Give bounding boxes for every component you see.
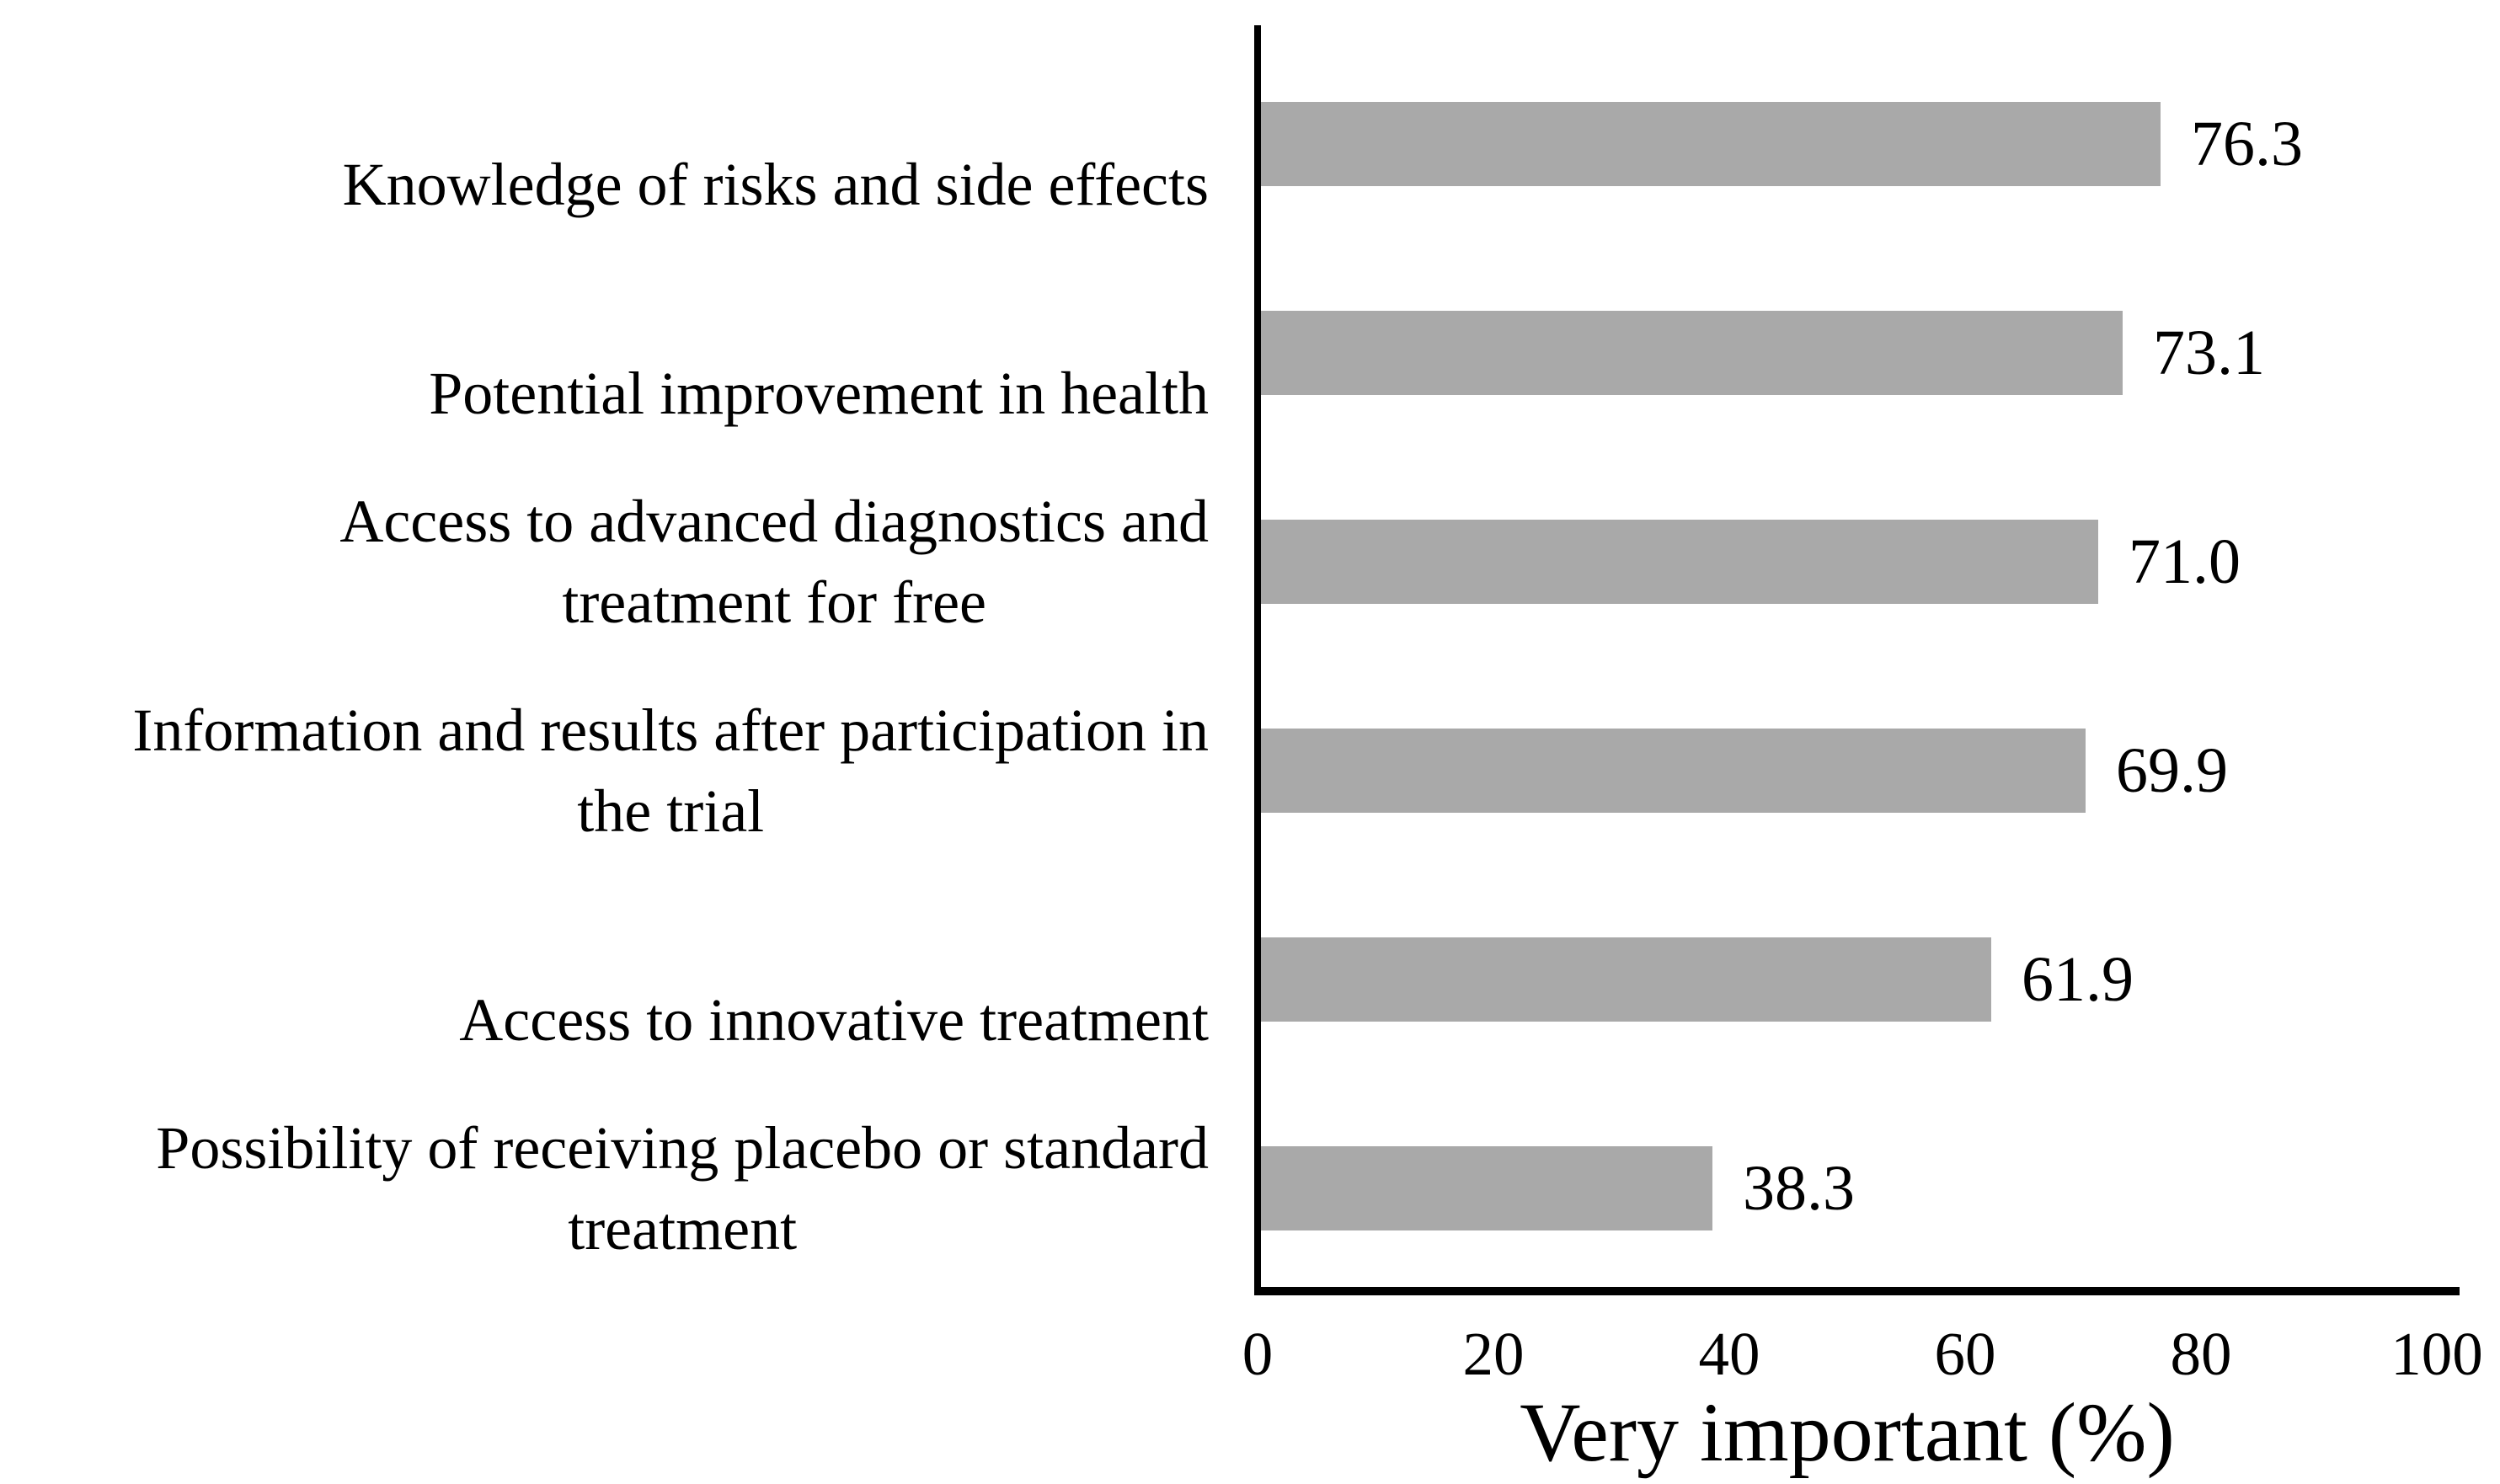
category-label: Access to advanced diagnostics and treat… xyxy=(339,488,1209,636)
bar xyxy=(1261,937,1991,1022)
x-tick-label: 80 xyxy=(2170,1320,2232,1388)
bar-value-label: 76.3 xyxy=(2191,109,2303,179)
x-tick-label: 0 xyxy=(1242,1320,1274,1388)
x-axis-title: Very important (%) xyxy=(1520,1385,2175,1479)
bar-row: 73.1 xyxy=(1261,311,2265,395)
bar-value-label: 71.0 xyxy=(2129,526,2241,597)
bar-value-label: 38.3 xyxy=(1743,1153,1855,1224)
x-axis-line xyxy=(1254,1287,2460,1295)
bar xyxy=(1261,520,2098,604)
category-label: Potential improvement in health xyxy=(429,360,1209,427)
bar xyxy=(1261,102,2161,186)
category-label: Access to innovative treatment xyxy=(459,986,1209,1054)
category-label: Possibility of receiving placebo or stan… xyxy=(156,1114,1209,1262)
bar-value-label: 73.1 xyxy=(2153,318,2265,388)
bar xyxy=(1261,729,2086,813)
bar-row: 76.3 xyxy=(1261,102,2303,186)
category-label: Information and results after participat… xyxy=(132,697,1209,845)
bar-row: 69.9 xyxy=(1261,729,2228,813)
bar-row: 61.9 xyxy=(1261,937,2134,1022)
category-label: Knowledge of risks and side effects xyxy=(342,151,1209,218)
bar-value-label: 69.9 xyxy=(2116,735,2228,806)
y-axis-line xyxy=(1254,25,1261,1295)
bar xyxy=(1261,1146,1712,1230)
x-tick-label: 40 xyxy=(1698,1320,1760,1388)
x-tick-label: 60 xyxy=(1934,1320,1996,1388)
bar-row: 71.0 xyxy=(1261,520,2241,604)
bar xyxy=(1261,311,2123,395)
x-tick-label: 20 xyxy=(1462,1320,1525,1388)
bar-value-label: 61.9 xyxy=(2022,944,2134,1015)
bar-row: 38.3 xyxy=(1261,1146,1855,1230)
x-tick-label: 100 xyxy=(2390,1320,2483,1388)
